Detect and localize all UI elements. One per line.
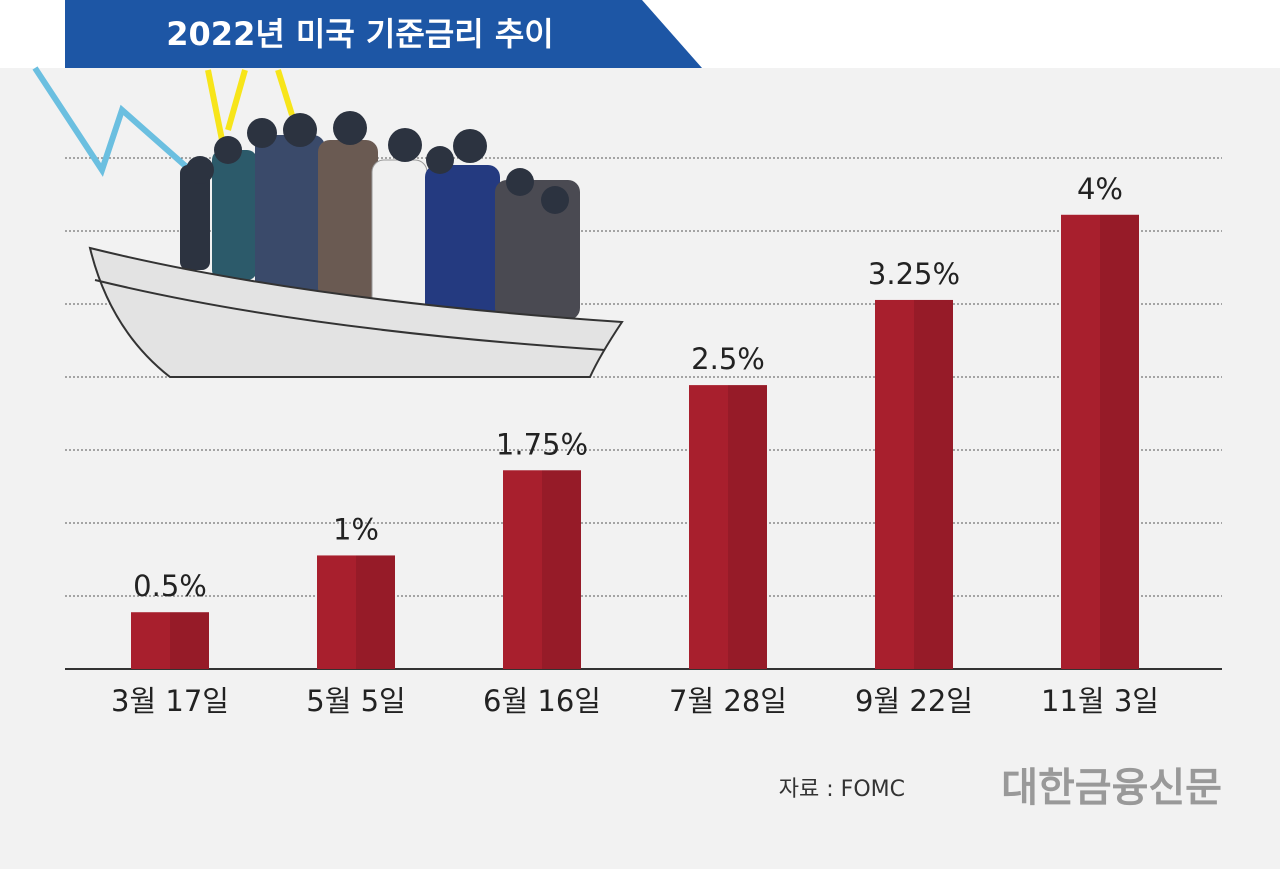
bar	[875, 299, 953, 669]
x-tick-label: 5월 5일	[306, 684, 405, 718]
x-tick-label: 6월 16일	[483, 684, 601, 718]
value-label: 0.5%	[133, 569, 207, 603]
bar-shade	[1100, 214, 1139, 669]
bar	[689, 385, 767, 669]
bar	[1061, 214, 1139, 669]
x-tick-label: 7월 28일	[669, 684, 787, 718]
bar-shade	[170, 612, 209, 669]
publisher: 대한금융신문	[1001, 765, 1222, 811]
x-tick-label: 3월 17일	[111, 684, 229, 718]
value-label: 2.5%	[691, 342, 765, 376]
title-banner	[65, 0, 702, 68]
value-label: 1%	[333, 512, 379, 546]
x-tick-label: 9월 22일	[855, 684, 973, 718]
bar	[131, 612, 209, 669]
bar	[503, 470, 581, 669]
value-label: 4%	[1077, 172, 1123, 206]
bar-shade	[542, 470, 581, 669]
source: 자료 : FOMC	[779, 777, 905, 802]
value-label: 3.25%	[868, 257, 960, 291]
chart-title: 2022년 미국 기준금리 추이	[166, 15, 553, 53]
illustration	[32, 66, 624, 378]
value-label: 1.75%	[496, 427, 588, 461]
x-tick-label: 11월 3일	[1041, 684, 1159, 718]
bar	[317, 555, 395, 669]
bar-shade	[914, 299, 953, 669]
bar-shade	[728, 385, 767, 669]
bar-shade	[356, 555, 395, 669]
